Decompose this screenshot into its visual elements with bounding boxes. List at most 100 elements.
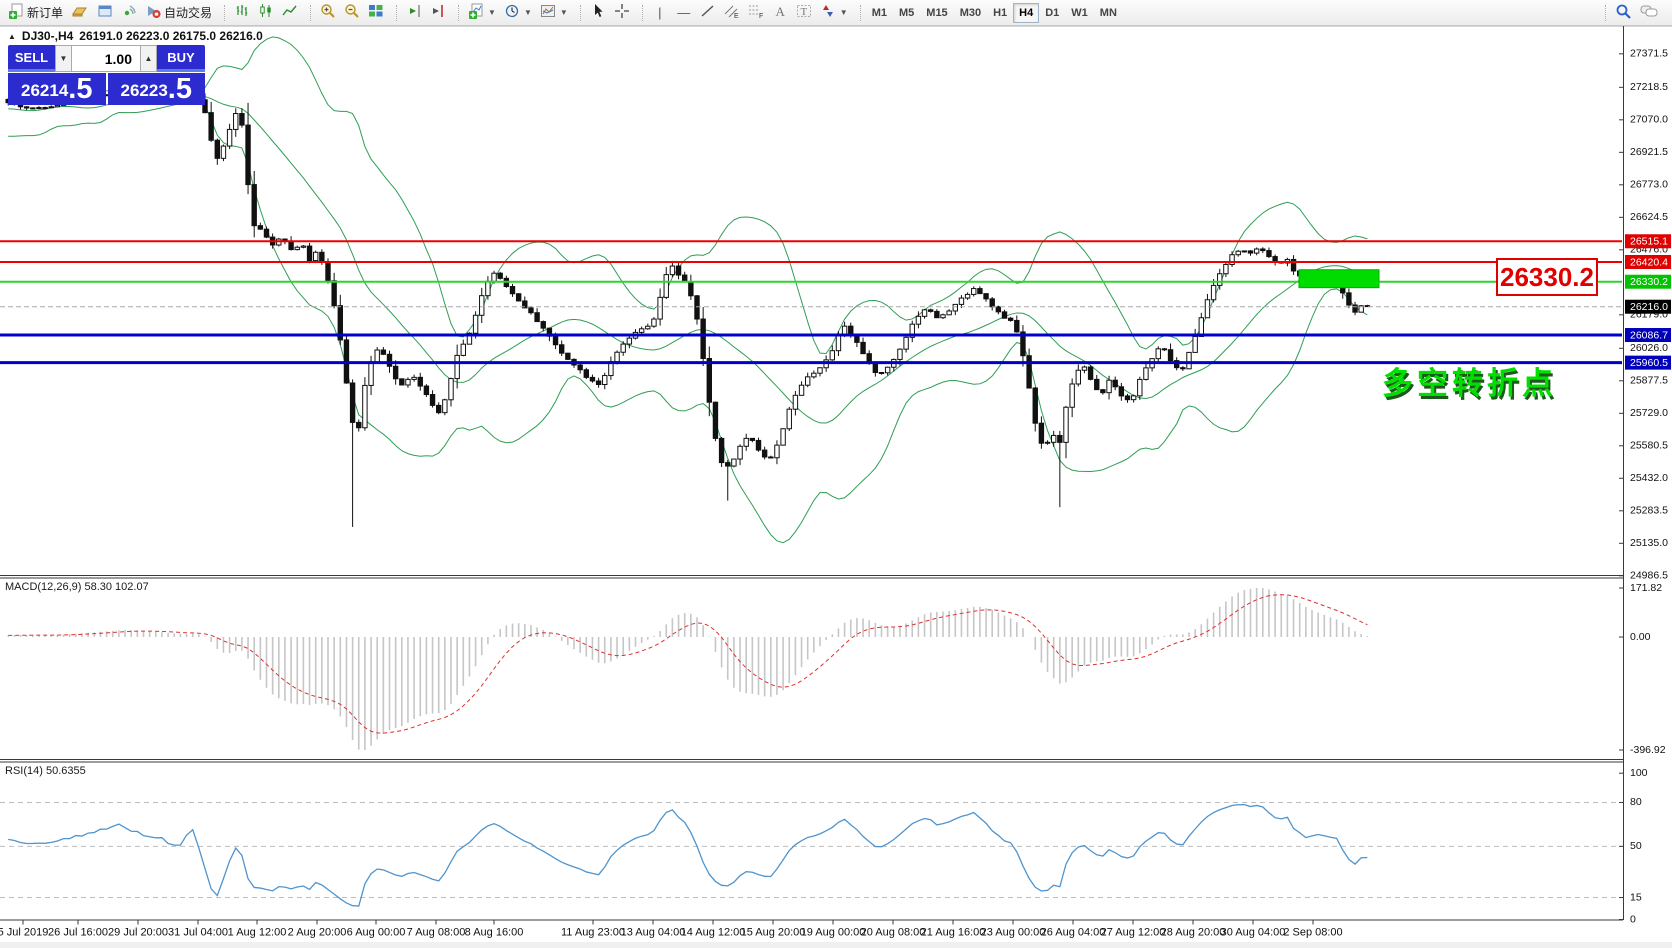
auto-scroll-icon [406,3,422,22]
macd-axis-label: 0.00 [1630,631,1651,643]
timeframe-button-H4[interactable]: H4 [1013,2,1040,23]
price-tick-label: 26921.5 [1630,146,1668,158]
macd-panel[interactable] [7,588,1369,750]
price-level-label [1625,299,1671,314]
svg-text:E: E [734,13,739,19]
price-tick-label: 27070.0 [1630,114,1668,126]
macd-axis-label: 171.82 [1630,582,1662,594]
dropdown-arrow-icon: ▼ [488,8,496,17]
timeframe-button-M30[interactable]: M30 [959,6,982,19]
horizontal-line-icon: — [677,5,691,20]
time-axis-label: 15 Aug 20:00 [741,926,806,938]
highlight-rectangle[interactable] [1298,269,1380,289]
chart-shift-button[interactable] [426,1,450,25]
horizontal-line-button[interactable]: — [672,1,696,25]
price-callout-box[interactable]: 26330.2 [1496,258,1598,296]
price-tick-label: 25283.5 [1630,505,1668,517]
text-button[interactable]: A [768,1,792,25]
dropdown-arrow-icon: ▼ [839,8,848,17]
tile-windows-button[interactable] [364,1,388,25]
volume-decrease-button[interactable]: ▼ [55,45,72,72]
zoom-in-button[interactable] [316,1,340,25]
text-icon: A [772,3,788,22]
timeframe-button-W1[interactable]: W1 [1071,6,1088,19]
tile-windows-icon [368,3,384,22]
volume-input[interactable]: 1.00 [72,45,140,72]
time-axis-label: 31 Jul 04:00 [168,926,228,938]
time-axis-label: 2 Aug 20:00 [288,926,347,938]
sell-button[interactable]: SELL [8,45,55,72]
time-axis-label: 8 Aug 16:00 [465,926,524,938]
buy-button[interactable]: BUY [157,45,205,72]
collapse-icon[interactable]: ▲ [8,31,16,41]
time-axis-label: 13 Aug 04:00 [621,926,686,938]
timeframe-button-M1[interactable]: M1 [871,6,887,19]
arrows-button[interactable]: ▼ [816,1,852,25]
candlestick-icon [258,3,274,22]
price-level-label [1625,254,1671,269]
sell-price-pips: .5 [68,73,93,105]
new-order-button[interactable]: 新订单 [4,1,67,25]
templates-button[interactable]: ▼ [536,1,572,25]
trendline-button[interactable] [696,1,720,25]
search-button[interactable] [1611,1,1636,25]
bollinger-lower-band [8,100,1368,544]
timeframe-button-H1[interactable]: H1 [993,6,1008,19]
arrows-icon [820,3,836,22]
turning-point-annotation[interactable]: 多空转折点 [1382,366,1557,401]
crosshair-button[interactable] [610,1,634,25]
zoom-in-icon [320,3,336,22]
svg-text:26330.2: 26330.2 [1630,276,1668,288]
cursor-button[interactable] [586,1,610,25]
indicators-icon [468,3,484,22]
price-panel[interactable] [0,36,1623,544]
chat-button[interactable] [1636,1,1662,25]
autotrading-button[interactable]: 自动交易 [141,1,216,25]
zoom-out-button[interactable] [340,1,364,25]
price-tick-label: 25729.0 [1630,407,1668,419]
fibonacci-button[interactable]: F [744,1,768,25]
buy-price-display[interactable]: 26223 .5 [107,73,205,105]
price-level-label [1625,274,1671,289]
auto-scroll-button[interactable] [402,1,426,25]
channel-icon: E [724,3,740,22]
line-chart-icon [282,3,298,22]
macd-indicator-label: MACD(12,26,9) 58.30 102.07 [5,581,149,593]
timeframe-button-M15[interactable]: M15 [926,6,948,19]
zoom-out-icon [344,3,360,22]
chart-symbol-period: DJ30-,H4 [21,29,74,43]
dropdown-arrow-icon: ▼ [559,8,568,17]
text-label-button[interactable]: T [792,1,816,25]
channel-button[interactable]: E [720,1,744,25]
timeframe-button-MN[interactable]: MN [1099,6,1117,19]
volume-increase-button[interactable]: ▲ [140,45,157,72]
chart-canvas[interactable]: 27371.5 27218.5 27070.0 26921.5 26773.0 26624… [0,26,1672,948]
time-axis-label: 5 Jul 2019 [0,926,48,938]
svg-text:26515.1: 26515.1 [1630,236,1668,248]
bar-chart-button[interactable] [230,1,254,25]
periods-button[interactable]: ▼ [500,1,536,25]
time-axis-label: 2 Sep 08:00 [1283,926,1342,938]
indicators-button[interactable]: ▼ [464,1,500,25]
timeframe-button-D1[interactable]: D1 [1045,6,1060,19]
timeframe-button-M5[interactable]: M5 [899,6,915,19]
price-tick-label: 25877.5 [1630,375,1668,387]
signals-button[interactable] [117,1,141,25]
bollinger-upper-band [8,36,1368,355]
data-window-button[interactable] [93,1,117,25]
svg-text:26216.0: 26216.0 [1630,301,1668,313]
rsi-panel[interactable] [0,801,1623,907]
sell-price-display[interactable]: 26214 .5 [8,73,106,105]
buy-price-main: 26223 [120,81,168,100]
market-watch-button[interactable] [67,1,93,25]
window-icon [97,3,113,22]
vertical-line-button[interactable]: | [648,1,672,25]
price-tick-label: 25432.0 [1630,472,1668,484]
svg-text:F: F [759,13,763,19]
candlestick-chart-button[interactable] [254,1,278,25]
svg-text:26420.4: 26420.4 [1630,256,1668,268]
rsi-axis-label: 50 [1630,840,1642,852]
price-tick-label: 25135.0 [1630,537,1668,549]
line-chart-button[interactable] [278,1,302,25]
